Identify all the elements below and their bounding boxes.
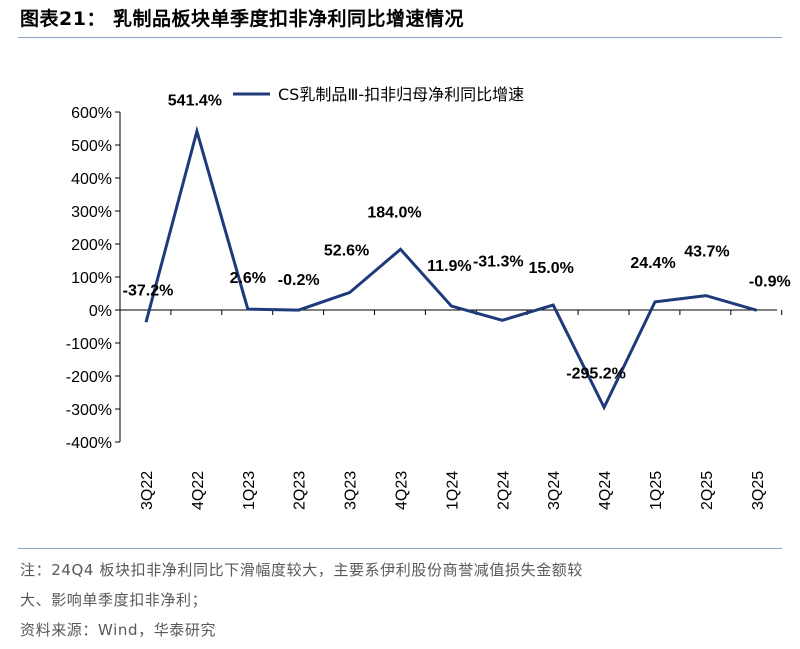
footer-divider xyxy=(18,548,782,549)
y-tick-label: 300% xyxy=(71,204,112,221)
x-tick-label: 3Q24 xyxy=(546,471,563,510)
x-axis-ticks: 3Q22 4Q22 1Q23 2Q23 3Q23 4Q23 1Q24 2Q24 3Q24 4Q24… xyxy=(119,310,783,510)
data-label: 184.0% xyxy=(367,204,421,221)
y-tick-label: -100% xyxy=(66,336,112,353)
data-label: 11.9% xyxy=(427,258,471,275)
data-label: -37.2% xyxy=(123,282,174,299)
y-tick-label: 400% xyxy=(71,171,112,188)
x-tick-label: 3Q25 xyxy=(750,471,767,510)
x-tick-label: 2Q25 xyxy=(699,471,716,510)
y-tick-label: -300% xyxy=(66,402,112,419)
y-tick-label: 0% xyxy=(89,303,112,320)
x-tick-label: 2Q23 xyxy=(292,471,309,510)
x-tick-label: 1Q24 xyxy=(444,471,461,510)
line-chart: -400% -300% -200% -100% 0% 100% 200% 300% 400% 50… xyxy=(66,85,791,510)
x-tick-label: 4Q23 xyxy=(394,471,411,510)
data-label: 24.4% xyxy=(630,255,675,272)
data-label: 15.0% xyxy=(529,260,574,277)
note-line-1: 注：24Q4 板块扣非净利同比下滑幅度较大，主要系伊利股份商誉减值损失金额较 xyxy=(20,561,584,579)
data-label: -31.3% xyxy=(473,253,524,270)
data-label: 52.6% xyxy=(324,243,369,260)
y-tick-label: 600% xyxy=(71,105,112,122)
data-label: 43.7% xyxy=(684,244,729,261)
data-label: -0.2% xyxy=(278,272,320,289)
y-tick-label: -200% xyxy=(66,369,112,386)
y-tick-label: -400% xyxy=(66,435,112,452)
chart-title: 图表21： 乳制品板块单季度扣非净利同比增速情况 xyxy=(20,8,465,30)
data-label: 541.4% xyxy=(168,92,222,109)
data-labels: -37.2% 541.4% 2.6% -0.2%52.6% 184.0% 11.9% -31… xyxy=(123,92,791,382)
y-tick-label: 500% xyxy=(71,138,112,155)
note-line-2: 大、影响单季度扣非净利； xyxy=(20,591,208,609)
x-tick-label: 1Q25 xyxy=(648,471,665,510)
source-line: 资料来源：Wind，华泰研究 xyxy=(20,621,217,639)
y-tick-label: 200% xyxy=(71,237,112,254)
y-axis-ticks: -400% -300% -200% -100% 0% 100% 200% 300% 400% 50… xyxy=(66,105,120,452)
y-tick-label: 100% xyxy=(71,270,112,287)
x-tick-label: 1Q23 xyxy=(241,471,258,510)
x-tick-label: 3Q23 xyxy=(343,471,360,510)
x-tick-label: 4Q24 xyxy=(597,471,614,510)
x-tick-label: 4Q22 xyxy=(190,471,207,510)
series-line xyxy=(144,125,758,411)
legend: CS乳制品Ⅲ-扣非归母净利同比增速 xyxy=(233,85,524,104)
legend-label: CS乳制品Ⅲ-扣非归母净利同比增速 xyxy=(278,85,524,104)
data-label: 2.6% xyxy=(230,270,266,287)
data-label: -0.9% xyxy=(749,273,791,290)
x-tick-label: 2Q24 xyxy=(495,471,512,510)
x-tick-label: 3Q22 xyxy=(139,471,156,510)
data-label: -295.2% xyxy=(566,365,626,382)
chart-axes xyxy=(119,112,777,442)
title-divider xyxy=(18,37,782,38)
